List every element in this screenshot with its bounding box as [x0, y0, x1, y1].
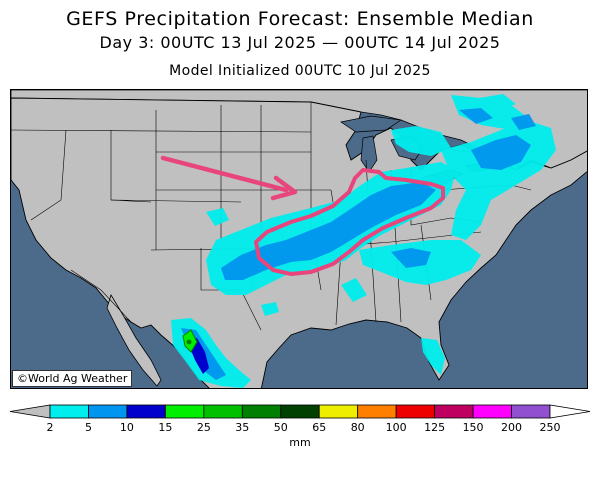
colorbar-tick-label: 10 — [120, 421, 134, 434]
precipitation-map: ©World Ag Weather — [10, 89, 588, 389]
map-credit: ©World Ag Weather — [12, 370, 133, 387]
units-label: mm — [289, 436, 311, 449]
colorbar-swatch — [357, 404, 397, 419]
colorbar-tick-label: 5 — [85, 421, 92, 434]
map-title: GEFS Precipitation Forecast: Ensemble Me… — [66, 8, 534, 30]
colorbar-tick-label: 100 — [386, 421, 407, 434]
annotation-arrow — [160, 155, 298, 201]
colorbar-tick-label: 35 — [235, 421, 249, 434]
colorbar-tick-label: 50 — [274, 421, 288, 434]
model-init: Model Initialized 00UTC 10 Jul 2025 — [169, 63, 431, 79]
colorbar-swatch — [88, 404, 128, 419]
colorbar-tick-label: 15 — [158, 421, 172, 434]
colorbar-tick-label: 80 — [351, 421, 365, 434]
colorbar-swatch — [49, 404, 89, 419]
colorbar-tick-label: 125 — [424, 421, 445, 434]
colorbar-swatch — [318, 404, 359, 419]
colorbar-swatch — [511, 404, 551, 419]
precip-max-spot — [186, 339, 192, 345]
colorbar-swatch — [164, 404, 205, 419]
colorbar-tick-label: 2 — [47, 421, 54, 434]
colorbar-tick-label: 250 — [540, 421, 561, 434]
colorbar-swatch — [472, 404, 512, 419]
colorbar-swatch — [280, 404, 320, 419]
colorbar-tick-label: 200 — [501, 421, 522, 434]
colorbar-right-arrow — [549, 404, 591, 419]
colorbar-tick-label: 150 — [463, 421, 484, 434]
colorbar-swatches — [9, 404, 591, 419]
colorbar-swatch — [203, 404, 243, 419]
colorbar-tick-label: 65 — [312, 421, 326, 434]
colorbar-swatch — [241, 404, 282, 419]
valid-period: Day 3: 00UTC 13 Jul 2025 — 00UTC 14 Jul … — [99, 33, 501, 52]
colorbar-ticks: 2 5 10 15 25 35 50 65 80 100 125 150 200 250 — [47, 421, 561, 434]
colorbar-swatch — [434, 404, 474, 419]
colorbar-swatch — [126, 404, 166, 419]
annotation-loop — [254, 168, 445, 276]
colorbar-swatch — [395, 404, 436, 419]
colorbar-tick-label: 25 — [197, 421, 211, 434]
colorbar-left-arrow — [9, 404, 51, 419]
baja-california — [106, 294, 162, 387]
colorbar: 2 5 10 15 25 35 50 65 80 100 125 150 200 250 — [9, 404, 591, 434]
map-graphic — [11, 90, 587, 388]
